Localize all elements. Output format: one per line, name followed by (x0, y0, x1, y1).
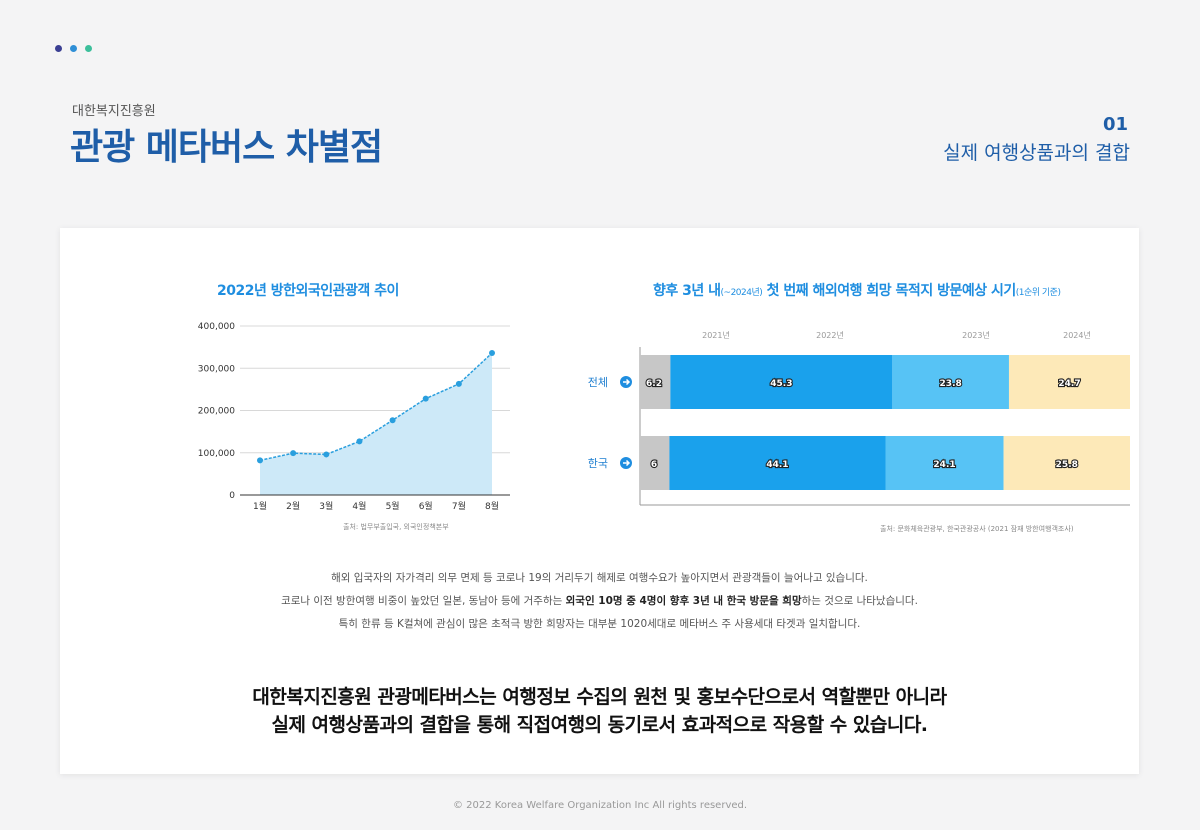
data-point (323, 451, 330, 458)
data-point (290, 450, 297, 457)
row-label: 전체 (588, 376, 608, 389)
y-tick-label: 400,000 (198, 322, 235, 332)
data-point (455, 380, 462, 387)
bar-value-label: 6 (651, 460, 657, 470)
org-name: 대한복지진흥원 (72, 104, 156, 119)
bar-chart-title-sub: (~2024년) (720, 288, 763, 298)
series-label: 2021년 (702, 330, 730, 340)
x-tick-label: 6월 (419, 500, 433, 512)
x-tick-label: 2월 (286, 500, 300, 512)
x-tick-label: 5월 (386, 500, 400, 512)
series-line (259, 352, 493, 462)
visitor-trend-chart: 0 100,000 200,000 300,000 400,000 1월 2월 3월 4월 5월 6… (198, 322, 510, 512)
row-label: 한국 (588, 457, 608, 470)
y-tick-label: 0 (229, 491, 235, 501)
y-tick-label: 100,000 (198, 449, 235, 459)
bar-segment (640, 436, 670, 490)
series-area (260, 353, 492, 495)
description-line-2-post: 하는 것으로 나타났습니다. (801, 595, 918, 607)
bar-chart-title: 향후 3년 내(~2024년) 첫 번째 해외여행 희망 목적지 방문예상 시기… (653, 280, 1061, 300)
x-tick-label: 3월 (319, 500, 333, 512)
bar-value-label: 45.3 (770, 379, 792, 389)
page-title: 관광 메타버스 차별점 (70, 127, 383, 168)
x-tick-label: 4월 (352, 500, 366, 512)
series-label: 2022년 (816, 330, 844, 340)
y-tick-label: 200,000 (198, 407, 235, 417)
dot-1 (55, 45, 62, 52)
summary-line-1: 대한복지진흥원 관광메타버스는 여행정보 수집의 원천 및 홍보수단으로서 역할… (252, 686, 947, 708)
bar-value-label: 24.7 (1058, 379, 1080, 389)
section-title: 실제 여행상품과의 결합 (943, 142, 1130, 164)
bar-segment (1008, 355, 1130, 409)
description-line-2-highlight: 외국인 10명 중 4명이 향후 3년 내 한국 방문을 희망 (565, 595, 802, 607)
x-tick-label: 8월 (485, 500, 499, 512)
bar-segment (670, 355, 893, 409)
bar-segment (640, 355, 671, 409)
series-label: 2023년 (962, 330, 990, 340)
bar-chart-title-main: 향후 3년 내 (653, 283, 721, 299)
bar-segment (1003, 436, 1130, 490)
copyright-footer: © 2022 Korea Welfare Organization Inc Al… (452, 800, 748, 811)
x-tick-label: 1월 (253, 500, 267, 512)
data-point (257, 457, 263, 464)
section-number: 01 (1102, 114, 1128, 135)
line-chart-title: 2022년 방한외국인관광객 추이 (217, 283, 399, 299)
bar-segment (892, 355, 1009, 409)
bar-chart-title-rest: 첫 번째 해외여행 희망 목적지 방문예상 시기 (762, 283, 1017, 299)
bar-value-label: 44.1 (766, 460, 788, 470)
bar-segment (669, 436, 886, 490)
bar-chart-title-tail: (1순위 기준) (1015, 288, 1061, 298)
data-point (422, 395, 429, 402)
series-label: 2024년 (1063, 330, 1091, 340)
arrow-icon-glyph (623, 459, 631, 467)
bar-value-label: 6.2 (646, 379, 662, 389)
data-point (389, 417, 396, 424)
bar-value-label: 23.8 (940, 379, 962, 389)
line-chart-source: 출처: 법무부출입국, 외국인정책본부 (343, 523, 449, 531)
bar-value-label: 24.1 (933, 460, 955, 470)
content-card: 2022년 방한외국인관광객 추이 0 100,000 200,000 300,000… (60, 228, 1139, 774)
description-line-2: 코로나 이전 방한여행 비중이 높았던 일본, 동남아 등에 거주하는 외국인 … (60, 593, 1139, 608)
bar-segment (885, 436, 1004, 490)
decorative-dots (55, 45, 92, 52)
summary-line-2: 실제 여행상품과의 결합을 통해 직접여행의 동기로서 효과적으로 작용할 수 … (271, 714, 928, 736)
y-tick-label: 300,000 (198, 364, 235, 374)
dot-2 (70, 45, 77, 52)
data-point (356, 438, 363, 445)
arrow-icon-glyph (623, 378, 631, 386)
bar-value-label: 25.8 (1056, 460, 1078, 470)
description-line-3: 특히 한류 등 K컬쳐에 관심이 많은 초적극 방한 희망자는 대부분 1020… (338, 618, 861, 630)
description-line-1: 해외 입국자의 자가격리 의무 면제 등 코로나 19의 거리두기 해제로 여행… (331, 572, 868, 584)
dot-3 (85, 45, 92, 52)
x-tick-label: 7월 (452, 500, 466, 512)
data-point (489, 350, 495, 357)
description-line-2-pre: 코로나 이전 방한여행 비중이 높았던 일본, 동남아 등에 거주하는 (281, 595, 566, 607)
bar-chart-source: 출처: 문화체육관광부, 한국관광공사 (2021 잠재 방한여행객조사) (880, 525, 1074, 533)
